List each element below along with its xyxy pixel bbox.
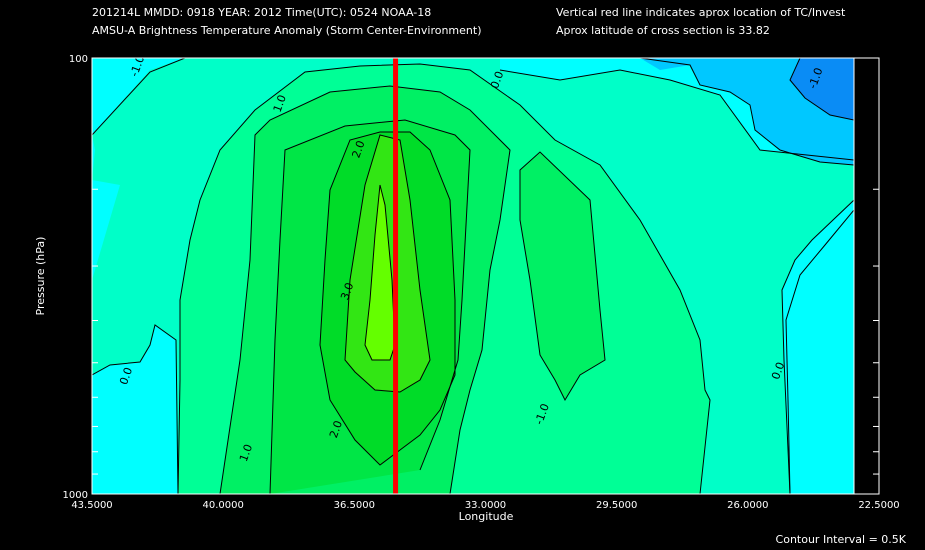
contour-line-0-right-top — [499, 69, 854, 161]
contour-label: 0.0 — [488, 69, 506, 90]
fill-neg05-region-left — [92, 58, 185, 494]
x-tick-label: 22.5000 — [858, 500, 899, 511]
header-line2-right: Aprox latitude of cross section is 33.82 — [556, 24, 770, 37]
x-tick-label: 26.0000 — [727, 500, 768, 511]
contour-line-neg1-left — [92, 58, 186, 136]
contour-line-25-center — [344, 134, 431, 393]
x-axis-title: Longitude — [459, 510, 514, 523]
contour-line-3-center — [364, 184, 396, 361]
contour-line-2-center — [319, 131, 456, 466]
contour-line-05-center — [177, 63, 711, 494]
x-tick-label: 29.5000 — [596, 500, 637, 511]
contour-line-0-left-low — [92, 324, 179, 494]
contour-line-0-right-low — [781, 199, 854, 494]
contour-label: 0.0 — [769, 360, 787, 381]
header-line2-left: AMSU-A Brightness Temperature Anomaly (S… — [92, 24, 482, 37]
x-tick-label: 40.0000 — [202, 500, 243, 511]
contour-line-ltneg1-right — [789, 58, 854, 121]
x-tick-label: 33.0000 — [465, 500, 506, 511]
contour-label: 1.0 — [237, 442, 255, 463]
fill-3-region-center — [365, 185, 395, 360]
contour-line-1-right-lobe — [519, 151, 606, 402]
header-line1-right: Vertical red line indicates aprox locati… — [556, 6, 846, 19]
y-tick-label: 1000 — [63, 490, 88, 501]
right-frame-area — [853, 57, 880, 495]
x-tick-label: 36.5000 — [334, 500, 375, 511]
fill-ltneg1-region-right — [790, 58, 854, 120]
contour-line-0-right-low-2 — [785, 209, 854, 494]
contour-label: 2.0 — [327, 419, 345, 440]
y-axis-title: Pressure (hPa) — [34, 237, 47, 316]
fill-1-region-right-lobe — [520, 152, 605, 400]
contour-line-1-center — [219, 85, 511, 494]
contour-label: 1.0 — [271, 93, 289, 114]
contour-interval-label: Contour Interval = 0.5K — [775, 533, 906, 546]
y-tick-label: 100 — [69, 54, 88, 65]
contour-label: 0.0 — [117, 366, 135, 387]
header-line1-left: 201214L MMDD: 0918 YEAR: 2012 Time(UTC):… — [92, 6, 432, 19]
fill-neg05-region-leftlow — [92, 325, 178, 494]
contour-label: 2.0 — [349, 139, 367, 160]
x-tick-label: 43.5000 — [71, 500, 112, 511]
contour-line-neg1-right — [639, 58, 854, 166]
contour-label: 3.0 — [338, 281, 356, 302]
